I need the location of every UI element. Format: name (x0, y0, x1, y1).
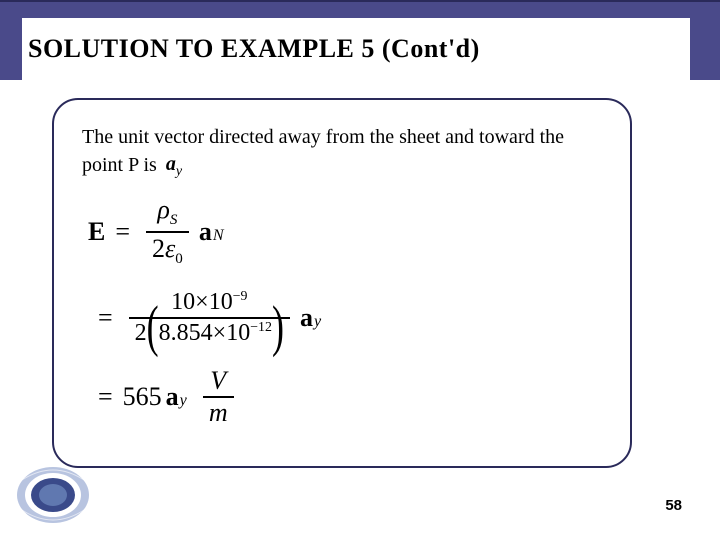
eq2-num-mult: × (195, 289, 209, 315)
eq1-rho: ρ (157, 195, 169, 224)
eq2-num-exp: −9 (233, 289, 248, 304)
inline-a-sub: y (176, 164, 182, 179)
eq1-eps: ε (165, 234, 175, 263)
eq1-denominator: 2ε0 (146, 235, 189, 268)
eq2-unit-vector: a y (300, 303, 321, 333)
eq2-den-mult: × (213, 320, 227, 346)
eq1-lhs: E (88, 217, 105, 247)
equation-1: E = ρS 2ε0 a N (88, 196, 602, 268)
intro-text: The unit vector directed away from the s… (82, 124, 602, 182)
equals-sign-3: = (98, 382, 113, 412)
eq1-unit-vector: a N (199, 217, 224, 247)
eq3-unit-vector: a y (166, 382, 187, 412)
eq3-unit-num: V (204, 368, 232, 394)
eq1-numerator: ρS (151, 196, 183, 229)
eq3-value: 565 (123, 382, 162, 412)
eq2-a-sub: y (314, 313, 321, 331)
eq1-den-coef: 2 (152, 234, 165, 263)
eq2-denominator: 2(8.854×10−12) (129, 321, 290, 346)
eq3-unit-fraction: V m (203, 368, 234, 426)
content-box: The unit vector directed away from the s… (52, 98, 632, 468)
inline-a: a (166, 153, 176, 175)
eq2-fraction: 10×10−9 2(8.854×10−12) (129, 290, 290, 346)
eq1-a: a (199, 217, 212, 247)
eq1-rho-sub: S (170, 212, 178, 228)
equals-sign-2: = (98, 303, 113, 333)
equation-3: = 565 a y V m (88, 368, 602, 426)
eq2-num-mantissa: 10 (209, 289, 233, 315)
page-title: SOLUTION TO EXAMPLE 5 (Cont'd) (22, 34, 480, 64)
eq2-den-coef: 2 (135, 320, 147, 346)
eq2-a: a (300, 303, 313, 333)
page-number: 58 (665, 497, 682, 514)
eq2-numerator: 10×10−9 (165, 290, 253, 315)
intro-sentence: The unit vector directed away from the s… (82, 126, 564, 176)
eq1-fraction: ρS 2ε0 (146, 196, 189, 268)
logo-icon (14, 464, 92, 526)
eq2-num-base: 10 (171, 289, 195, 315)
eq3-a-sub: y (180, 392, 187, 410)
inline-unit-vector: ay (166, 151, 182, 182)
equals-sign: = (115, 217, 130, 247)
eq2-den-a: 8.854 (159, 320, 213, 346)
title-area: SOLUTION TO EXAMPLE 5 (Cont'd) (22, 18, 690, 80)
eq2-den-exp: −12 (250, 320, 272, 335)
eq2-den-mantissa: 10 (226, 320, 250, 346)
eq1-a-sub: N (213, 227, 224, 245)
eq3-a: a (166, 382, 179, 412)
equation-2: = 10×10−9 2(8.854×10−12) a y (88, 290, 602, 346)
eq1-eps-sub: 0 (175, 251, 183, 267)
eq3-unit-den: m (203, 400, 234, 426)
